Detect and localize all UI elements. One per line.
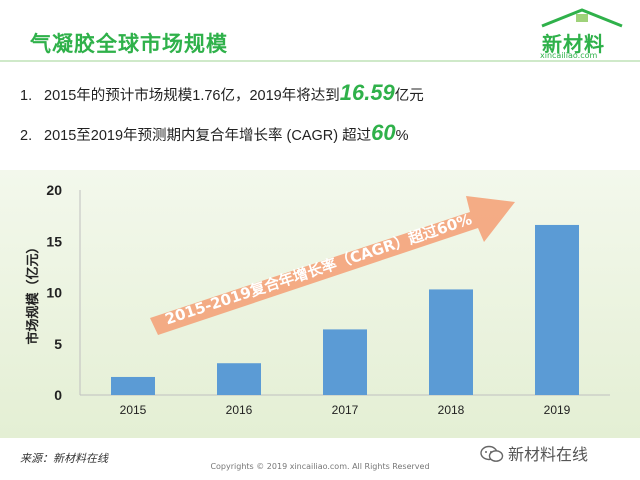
bullet-text: 2015年的预计市场规模1.76亿，2019年将达到 — [44, 88, 340, 104]
wechat-name: 新材料在线 — [508, 445, 589, 464]
title-divider — [0, 60, 640, 62]
y-tick-label: 5 — [54, 336, 62, 352]
x-tick-label: 2015 — [120, 403, 147, 417]
wechat-icon — [480, 445, 504, 462]
x-tick-label: 2018 — [438, 403, 465, 417]
bullet-text: 2015至2019年预测期内复合年增长率 (CAGR) 超过 — [44, 128, 372, 144]
x-tick-label: 2016 — [226, 403, 253, 417]
logo-url: xincailiao.com — [540, 51, 598, 60]
bar-2016 — [217, 363, 261, 395]
bullet-suffix: 亿元 — [394, 88, 424, 104]
y-axis-label: 市场规模（亿元） — [25, 240, 41, 344]
chart-background — [0, 170, 640, 438]
growth-arrow — [150, 196, 515, 335]
brand-logo: 新材料 xincailiao.com — [532, 8, 632, 60]
bar-2015 — [111, 376, 155, 395]
house-roof-icon — [541, 8, 623, 28]
cagr-annotation: 2015-2019复合年增长率（CAGR）超过60% — [163, 210, 474, 328]
page-title: 气凝胶全球市场规模 — [30, 32, 228, 56]
logo-text: 新材料 — [542, 32, 605, 56]
bullet-1: 1. 2015年的预计市场规模1.76亿，2019年将达到16.59亿元 — [20, 80, 424, 106]
bullet-highlight: 60 — [371, 120, 396, 145]
y-tick-label: 10 — [46, 285, 62, 301]
market-size-bar-chart: 2015-2019复合年增长率（CAGR）超过60% 0 5 10 15 20 市场规模（亿… — [25, 182, 610, 417]
source-note: 来源：新材料在线 — [20, 452, 108, 465]
x-tick-label: 2017 — [332, 403, 359, 417]
bar-2019 — [535, 224, 579, 395]
bar-2018 — [429, 289, 473, 395]
bullet-number: 1. — [20, 88, 33, 104]
bullet-suffix: % — [395, 128, 409, 144]
bar-2017 — [323, 329, 367, 395]
x-tick-label: 2019 — [544, 403, 571, 417]
copyright: Copyrights © 2019 xincailiao.com. All Ri… — [210, 462, 430, 471]
bullet-number: 2. — [20, 128, 33, 144]
y-tick-label: 0 — [54, 387, 62, 403]
bullet-2: 2. 2015至2019年预测期内复合年增长率 (CAGR) 超过60% — [20, 120, 409, 146]
wechat-account: 新材料在线 — [480, 441, 588, 465]
y-tick-label: 15 — [46, 233, 62, 249]
y-tick-label: 20 — [46, 182, 62, 198]
bullet-highlight: 16.59 — [339, 80, 395, 105]
